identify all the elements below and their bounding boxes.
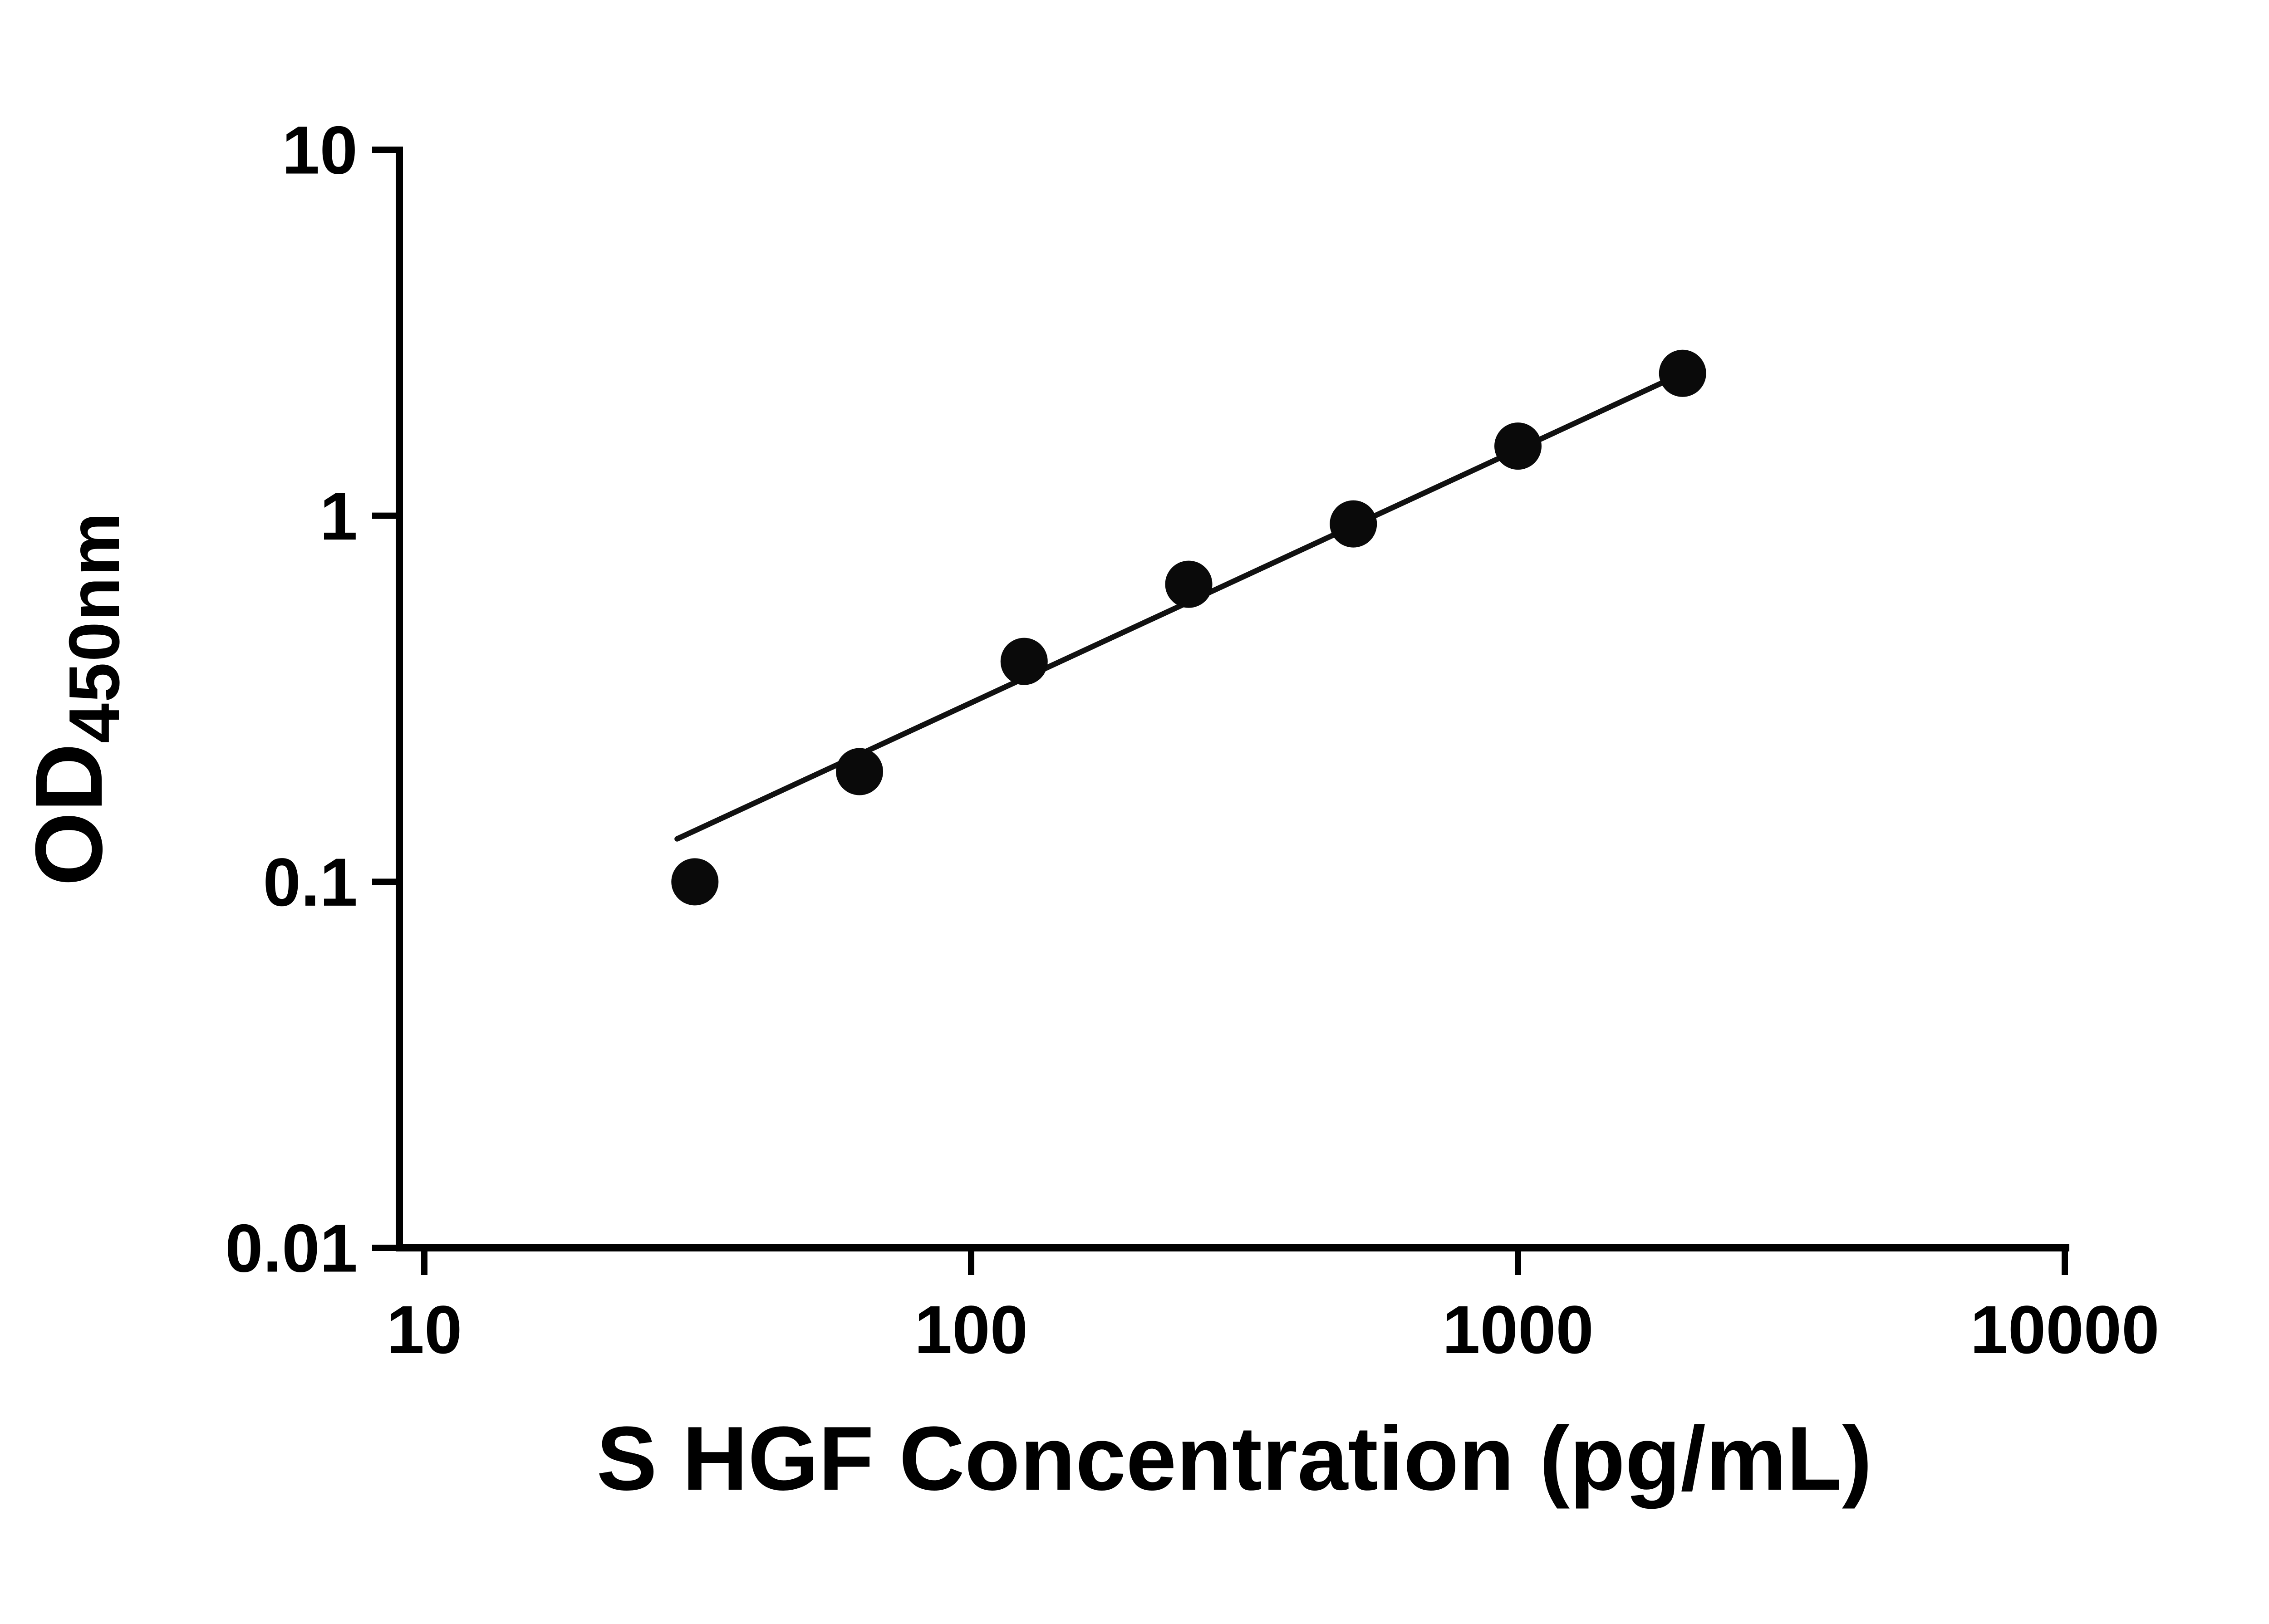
data-point [836, 748, 884, 795]
data-point [1000, 638, 1048, 685]
y-axis-title-subscript: 450nm [54, 511, 134, 743]
x-tick-label: 10 [387, 1291, 462, 1368]
y-tick-label: 10 [282, 112, 358, 188]
x-tick-label: 1000 [1442, 1291, 1594, 1368]
data-point [671, 858, 719, 906]
x-tick-label: 10000 [1970, 1291, 2159, 1368]
y-tick-label: 1 [320, 478, 358, 554]
data-point [1165, 560, 1213, 608]
x-tick-label: 100 [914, 1291, 1028, 1368]
y-axis-title-text: OD450nm [14, 511, 136, 886]
data-point [1494, 422, 1542, 470]
y-axis-title-main: OD [15, 743, 122, 886]
y-tick-label: 0.01 [225, 1210, 358, 1286]
data-point [1330, 500, 1377, 548]
x-axis-title: S HGF Concentration (pg/mL) [596, 1408, 1872, 1509]
data-point [1659, 349, 1706, 397]
y-tick-label: 0.1 [263, 844, 358, 920]
